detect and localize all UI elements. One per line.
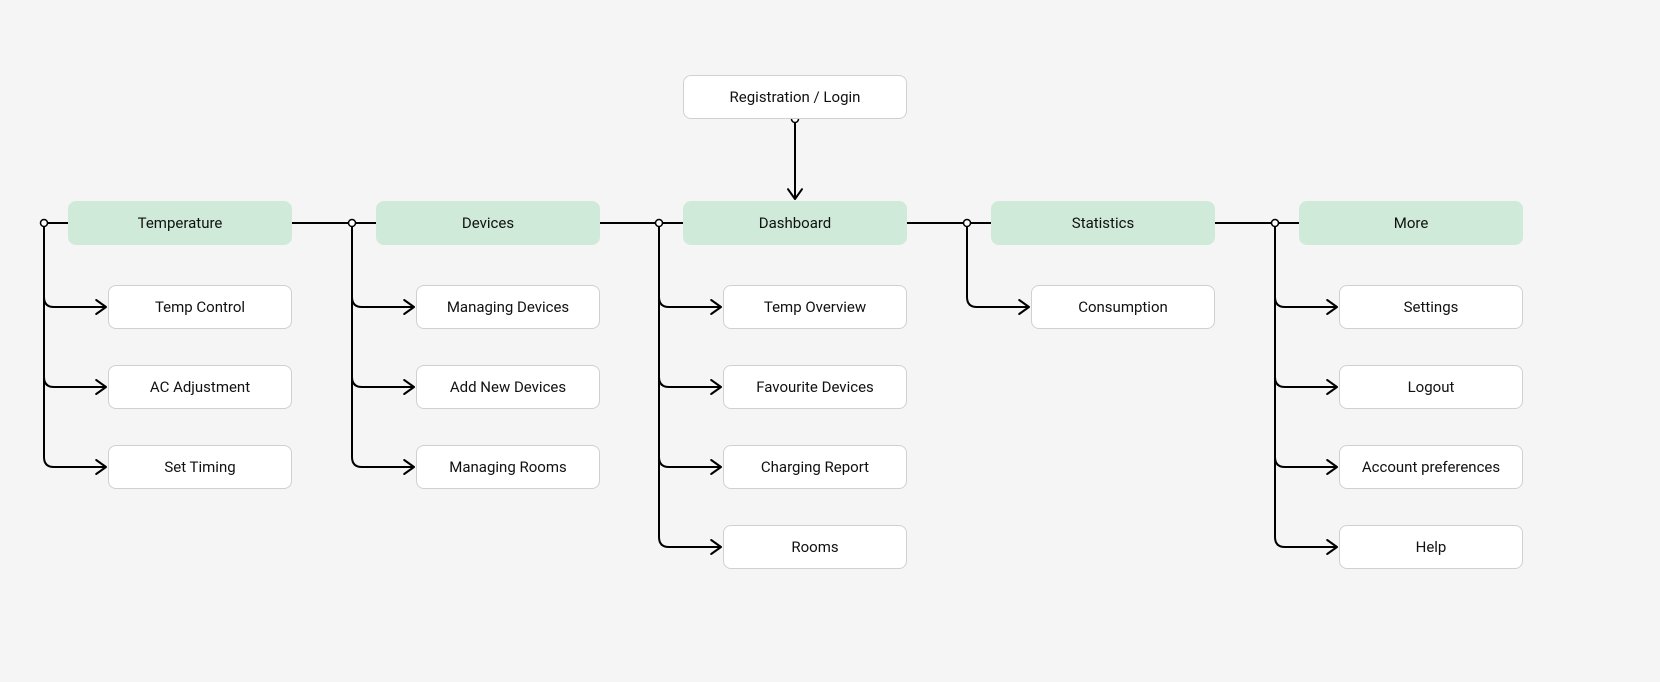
node-ac-adjustment-label: AC Adjustment: [150, 378, 250, 396]
sitemap-canvas: Registration / Login Temperature Temp Cont…: [0, 0, 1660, 682]
node-logout: Logout: [1339, 365, 1523, 409]
node-set-timing: Set Timing: [108, 445, 292, 489]
node-more: More: [1299, 201, 1523, 245]
node-rooms: Rooms: [723, 525, 907, 569]
node-statistics: Statistics: [991, 201, 1215, 245]
node-temperature: Temperature: [68, 201, 292, 245]
node-managing-rooms-label: Managing Rooms: [449, 458, 566, 476]
node-add-new-devices: Add New Devices: [416, 365, 600, 409]
node-temp-overview-label: Temp Overview: [764, 298, 866, 316]
node-dashboard-label: Dashboard: [759, 214, 832, 232]
node-consumption-label: Consumption: [1078, 298, 1168, 316]
node-charging-report-label: Charging Report: [761, 458, 869, 476]
node-statistics-label: Statistics: [1072, 214, 1134, 232]
node-managing-devices-label: Managing Devices: [447, 298, 569, 316]
node-logout-label: Logout: [1408, 378, 1455, 396]
node-devices-label: Devices: [462, 214, 514, 232]
node-devices: Devices: [376, 201, 600, 245]
node-dashboard: Dashboard: [683, 201, 907, 245]
node-settings-label: Settings: [1404, 298, 1459, 316]
node-managing-devices: Managing Devices: [416, 285, 600, 329]
node-help-label: Help: [1416, 538, 1447, 556]
node-temp-overview: Temp Overview: [723, 285, 907, 329]
node-root-label: Registration / Login: [730, 88, 861, 106]
node-root: Registration / Login: [683, 75, 907, 119]
node-managing-rooms: Managing Rooms: [416, 445, 600, 489]
node-temperature-label: Temperature: [138, 214, 223, 232]
node-ac-adjustment: AC Adjustment: [108, 365, 292, 409]
node-consumption: Consumption: [1031, 285, 1215, 329]
node-temp-control: Temp Control: [108, 285, 292, 329]
node-set-timing-label: Set Timing: [164, 458, 235, 476]
node-charging-report: Charging Report: [723, 445, 907, 489]
node-more-label: More: [1394, 214, 1429, 232]
node-help: Help: [1339, 525, 1523, 569]
node-settings: Settings: [1339, 285, 1523, 329]
node-favourite-devices: Favourite Devices: [723, 365, 907, 409]
node-account-preferences: Account preferences: [1339, 445, 1523, 489]
node-favourite-devices-label: Favourite Devices: [756, 378, 874, 396]
node-temp-control-label: Temp Control: [155, 298, 245, 316]
node-add-new-devices-label: Add New Devices: [450, 378, 566, 396]
node-rooms-label: Rooms: [791, 538, 838, 556]
node-account-preferences-label: Account preferences: [1362, 458, 1500, 476]
